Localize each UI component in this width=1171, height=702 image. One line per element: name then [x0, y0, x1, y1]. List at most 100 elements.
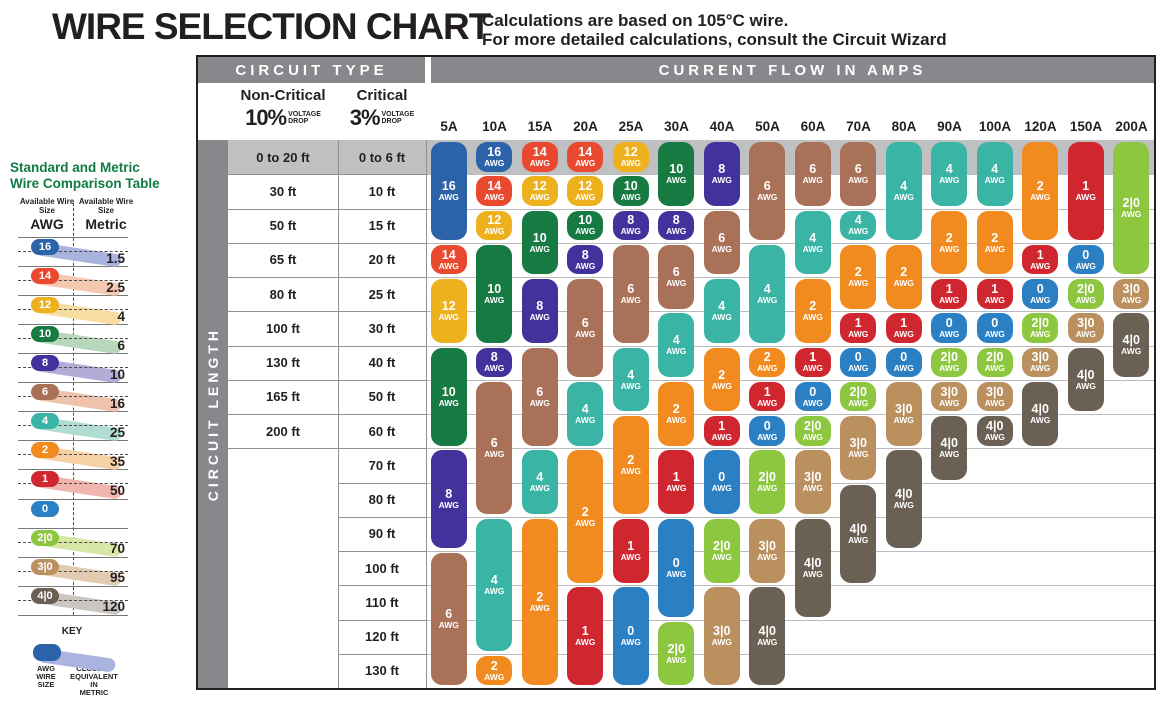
grid-row-line: [426, 242, 1154, 244]
pill-size: 10: [487, 281, 502, 296]
amp-header-100A: 100A: [978, 119, 1012, 134]
pill-60A-2|0awg: 2|0 AWG: [794, 416, 831, 446]
pill-size: 1: [718, 418, 726, 433]
pill-unit: AWG: [620, 637, 641, 648]
label-row-line: [228, 277, 426, 278]
circuit-length-bar: CIRCUIT LENGTH: [198, 140, 228, 688]
pill-size: 10: [623, 179, 638, 194]
pill-size: 4|0: [940, 436, 958, 451]
pill-unit: AWG: [984, 363, 1005, 374]
pill-unit: AWG: [757, 397, 778, 408]
pill-size: 10: [669, 162, 684, 177]
pill-15A-10awg: 10 AWG: [521, 210, 558, 275]
pill-unit: AWG: [757, 192, 778, 203]
pill-50A-2awg: 2 AWG: [749, 347, 786, 378]
pill-size: 1: [991, 281, 999, 296]
pill-unit: AWG: [1075, 380, 1096, 391]
sidebar-title-line1: Standard and Metric: [10, 160, 140, 175]
pill-size: 2|0: [758, 470, 776, 485]
pill-size: 3|0: [804, 470, 822, 485]
pill-unit: AWG: [438, 397, 459, 408]
pill-unit: AWG: [484, 294, 505, 305]
metric-value-2.5: 2.5: [106, 279, 125, 295]
pill-30A-10awg: 10 AWG: [658, 142, 695, 206]
pill-5A-8awg: 8 AWG: [430, 450, 467, 549]
wire-selection-table: CIRCUIT TYPE CURRENT FLOW IN AMPS Non-Cr…: [196, 55, 1156, 690]
pill-70A-4|0awg: 4|0 AWG: [840, 484, 877, 583]
pill-120A-2awg: 2 AWG: [1022, 142, 1059, 241]
pill-30A-8awg: 8 AWG: [658, 210, 695, 241]
label-row-line: [228, 414, 426, 415]
pill-unit: AWG: [438, 500, 459, 511]
pill-unit: AWG: [757, 294, 778, 305]
pill-20A-4awg: 4 AWG: [567, 381, 604, 446]
pill-10A-8awg: 8 AWG: [476, 347, 513, 378]
label-row-line: [228, 242, 426, 244]
pill-size: 2|0: [1031, 316, 1049, 331]
pill-size: 4: [627, 367, 635, 382]
pill-5A-12awg: 12 AWG: [430, 279, 467, 343]
amp-header-5A: 5A: [440, 119, 458, 134]
pill-10A-14awg: 14 AWG: [476, 176, 513, 206]
non-critical-length-5: 80 ft: [269, 286, 297, 302]
key-awg-label: AWG WIRE SIZE: [36, 664, 56, 689]
critical-length-16: 130 ft: [365, 663, 399, 679]
pill-15A-4awg: 4 AWG: [521, 450, 558, 515]
pill-size: 4|0: [1122, 333, 1140, 348]
pill-size: 6: [718, 230, 726, 245]
non-critical-length-3: 50 ft: [269, 218, 297, 234]
pill-unit: AWG: [666, 654, 687, 665]
pill-size: 6: [627, 281, 635, 296]
sidebar-awg-pill-16: 16: [31, 239, 59, 255]
pill-unit: AWG: [711, 380, 732, 391]
pill-size: 16: [441, 179, 456, 194]
pill-size: 4: [854, 213, 862, 228]
pill-unit: AWG: [529, 192, 550, 203]
pill-unit: AWG: [711, 312, 732, 323]
grid-row-line: [426, 345, 1154, 347]
pill-unit: AWG: [984, 329, 1005, 340]
pill-5A-10awg: 10 AWG: [430, 347, 467, 446]
pill-unit: AWG: [575, 414, 596, 425]
sidebar-row-line: [18, 556, 128, 558]
awg-column-header: Available Wire Size: [19, 197, 75, 215]
metric-value-1.5: 1.5: [106, 250, 125, 266]
sidebar-row-line: [18, 614, 128, 616]
critical-voltage-drop: VOLTAGE DROP: [381, 111, 415, 125]
pill-25A-6awg: 6 AWG: [612, 244, 649, 343]
pill-size: 2: [672, 401, 680, 416]
critical-length-2: 10 ft: [368, 183, 396, 199]
pill-unit: AWG: [529, 603, 550, 614]
sidebar-dashed-line: [18, 396, 128, 398]
sidebar-awg-pill-14: 14: [31, 268, 59, 285]
pill-size: 0: [627, 624, 635, 639]
critical-length-11: 80 ft: [368, 492, 396, 508]
critical-length-10: 70 ft: [368, 457, 396, 473]
pill-size: 8: [718, 162, 726, 177]
pill-size: 2|0: [1122, 196, 1140, 211]
pill-unit: AWG: [939, 449, 960, 460]
sidebar-dashed-line: [18, 280, 128, 282]
pill-size: 14: [487, 179, 502, 194]
pill-70A-3|0awg: 3|0 AWG: [840, 416, 877, 480]
pill-10A-6awg: 6 AWG: [476, 381, 513, 515]
pill-unit: AWG: [620, 294, 641, 305]
pill-unit: AWG: [711, 243, 732, 254]
pill-size: 14: [532, 144, 547, 159]
pill-unit: AWG: [802, 568, 823, 579]
pill-20A-14awg: 14 AWG: [567, 142, 604, 172]
pill-unit: AWG: [848, 397, 869, 408]
pill-200A-2|0awg: 2|0 AWG: [1113, 142, 1150, 275]
non-critical-length-4: 65 ft: [269, 252, 297, 268]
pill-20A-12awg: 12 AWG: [567, 176, 604, 206]
pill-unit: AWG: [711, 175, 732, 186]
pill-200A-4|0awg: 4|0 AWG: [1113, 313, 1150, 378]
pill-size: 12: [441, 299, 456, 314]
non-critical-title: Non-Critical: [240, 87, 326, 104]
pill-unit: AWG: [939, 294, 960, 305]
pill-unit: AWG: [666, 414, 687, 425]
non-critical-length-9: 200 ft: [266, 423, 300, 439]
sidebar-awg-pill-0: 0: [31, 500, 59, 517]
grid-row-line: [426, 277, 1154, 278]
